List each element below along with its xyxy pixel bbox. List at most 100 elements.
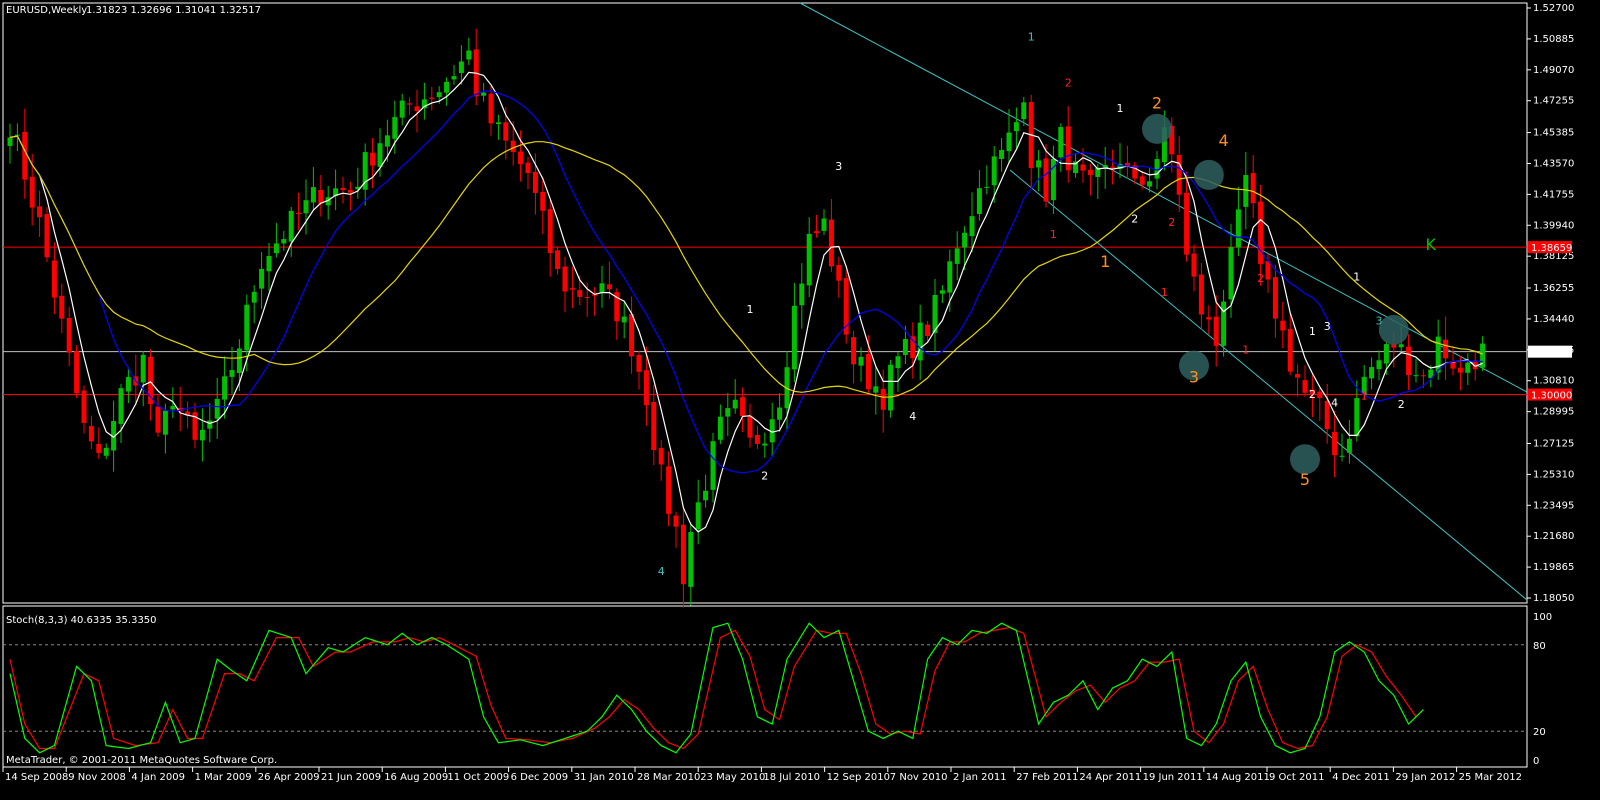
bear-candle	[1124, 163, 1130, 167]
price-tick-label: 1.41755	[1533, 189, 1574, 200]
wave-label: 1	[1028, 30, 1035, 43]
bear-candle	[148, 356, 154, 405]
bull-candle	[325, 197, 331, 206]
bear-candle	[1420, 375, 1426, 377]
bull-candle	[458, 61, 464, 73]
bull-candle	[799, 283, 805, 306]
bear-candle	[555, 250, 561, 269]
bear-candle	[59, 295, 65, 319]
bear-candle	[318, 189, 324, 204]
stochastic-oscillator	[3, 622, 1527, 754]
wave-label: 1	[1309, 325, 1316, 338]
bull-candle	[384, 135, 390, 147]
bull-candle	[1154, 159, 1160, 179]
lower-channel-line	[1009, 169, 1528, 601]
bear-candle	[651, 402, 657, 451]
bear-candle	[666, 466, 672, 514]
wave-label: 4	[658, 565, 665, 578]
bull-candle	[251, 291, 257, 303]
date-tick-label: 11 Oct 2009	[447, 772, 509, 783]
bear-candle	[629, 314, 635, 357]
bear-candle	[1132, 165, 1138, 179]
wave-label: 1	[1117, 102, 1124, 115]
bull-candle	[481, 92, 487, 96]
bull-candle	[769, 419, 775, 443]
bear-candle	[96, 443, 102, 453]
bull-candle	[1036, 160, 1042, 168]
bull-candle	[1050, 158, 1056, 201]
bear-candle	[643, 370, 649, 406]
date-tick-label: 14 Sep 2008	[5, 772, 68, 783]
date-axis: 14 Sep 2008 9 Nov 2008 4 Jan 2009 1 Mar 200…	[2, 767, 1522, 783]
bull-candle	[229, 370, 235, 377]
bull-candle	[1383, 344, 1389, 364]
bear-candle	[740, 397, 746, 417]
bear-candle	[88, 426, 94, 442]
bear-candle	[1450, 361, 1456, 369]
bull-candle	[273, 243, 279, 254]
bull-candle	[932, 295, 938, 333]
wave-label: 4	[1219, 131, 1229, 150]
red-level-label: 1.38659	[1531, 243, 1572, 254]
bull-candle	[451, 76, 457, 80]
price-tick-label: 1.27125	[1533, 438, 1574, 449]
symbol-title: EURUSD,Weekly	[6, 5, 87, 16]
bull-candle	[7, 137, 13, 146]
copyright-footer: MetaTrader, © 2001-2011 MetaQuotes Softw…	[6, 755, 277, 766]
bull-candle	[1465, 362, 1471, 373]
stoch-main-line	[9, 622, 1424, 754]
bull-candle	[118, 388, 124, 424]
bear-candle	[1184, 192, 1190, 255]
wave-label: 3	[835, 160, 842, 173]
wave-label: 3	[1324, 320, 1331, 333]
wave-label: 3	[1189, 368, 1199, 387]
stoch-tick-label: 100	[1533, 612, 1552, 623]
date-tick-label: 25 Mar 2012	[1459, 772, 1522, 783]
bear-candle	[814, 231, 820, 234]
bear-candle	[37, 206, 43, 218]
bull-candle	[1243, 175, 1249, 207]
date-tick-label: 23 May 2010	[700, 772, 765, 783]
wave-label: 2	[1152, 93, 1162, 112]
price-tick-label: 1.39940	[1533, 220, 1574, 231]
wave-label: 1	[747, 303, 754, 316]
bear-candle	[1309, 389, 1315, 395]
bear-candle	[347, 190, 353, 193]
date-tick-label: 19 Jun 2011	[1143, 772, 1203, 783]
bull-candle	[710, 441, 716, 490]
bear-candle	[880, 388, 886, 410]
bear-candle	[192, 412, 198, 440]
bull-candle	[784, 367, 790, 409]
bull-candle	[1073, 161, 1079, 174]
bull-candle	[777, 407, 783, 420]
price-tick-label: 1.28995	[1533, 407, 1574, 418]
red-level-tag	[1528, 388, 1572, 401]
red-level-label: 1.30000	[1531, 391, 1572, 402]
bull-candle	[377, 143, 383, 167]
price-tick-label: 1.38125	[1533, 251, 1574, 262]
bear-candle	[1332, 432, 1338, 456]
bull-candle	[1095, 167, 1101, 177]
bear-candle	[22, 131, 28, 180]
wave-circle-marker	[1179, 350, 1209, 381]
bear-candle	[66, 317, 72, 353]
bull-candle	[688, 532, 694, 587]
current-price-tag	[1528, 345, 1572, 358]
wave-circles	[1142, 113, 1409, 475]
bear-candle	[1317, 391, 1323, 398]
wave-label: 4	[1331, 396, 1338, 409]
bull-candle	[466, 50, 472, 60]
bull-candle	[259, 268, 265, 289]
candlesticks	[7, 28, 1486, 608]
price-tick-label: 1.49070	[1533, 65, 1574, 76]
bear-candle	[910, 336, 916, 359]
wave-label: 5	[1300, 470, 1310, 489]
bull-candle	[266, 255, 272, 272]
wave-label: 2	[761, 470, 768, 483]
bear-candle	[569, 288, 575, 290]
bear-candle	[429, 97, 435, 99]
bull-candle	[1354, 398, 1360, 437]
stoch-tick-label: 0	[1533, 756, 1539, 767]
price-tick-label: 1.23495	[1533, 500, 1574, 511]
